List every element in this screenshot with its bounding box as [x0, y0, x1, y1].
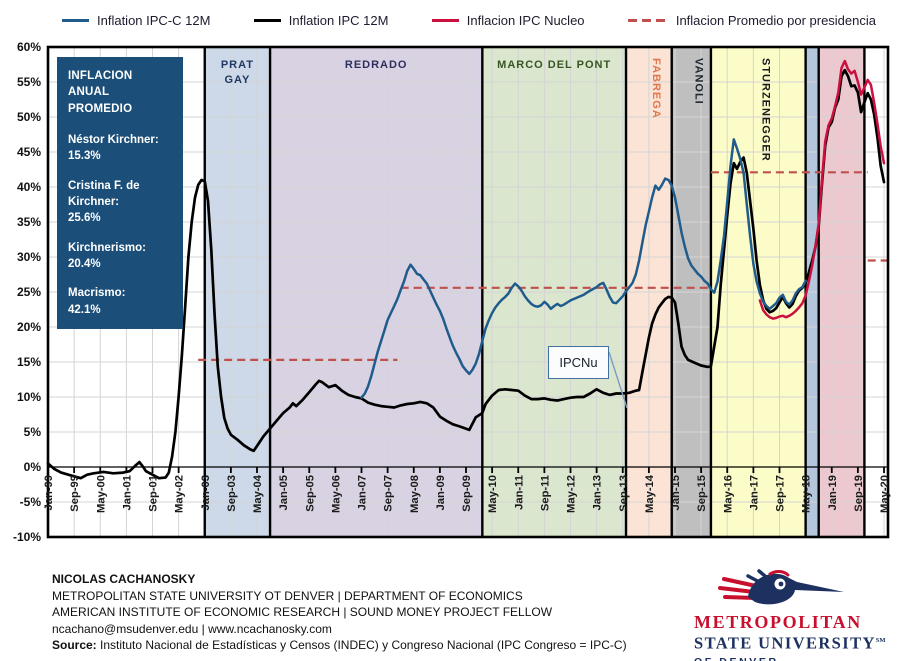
- ipcnu-callout: IPCNu: [548, 346, 609, 379]
- y-tick-label: 40%: [17, 180, 41, 194]
- x-tick-label: Jan-01: [121, 475, 133, 510]
- legend: Inflation IPC-C 12M Inflation IPC 12M In…: [0, 9, 910, 31]
- x-tick-label: May-06: [330, 475, 342, 513]
- legend-label: Inflation IPC 12M: [288, 12, 389, 28]
- x-tick-label: Sep-13: [618, 475, 630, 512]
- legend-item-nucleo: Inflacion IPC Nucleo: [431, 12, 585, 28]
- line-swatch-black: [253, 18, 281, 22]
- y-tick-label: 10%: [17, 390, 41, 404]
- series-line: [360, 138, 807, 399]
- legend-label: Inflacion Promedio por presidencia: [675, 12, 876, 28]
- dashed-line-swatch: [627, 18, 668, 22]
- x-tick-label: Sep-03: [226, 475, 238, 512]
- legend-item-ipc: Inflation IPC 12M: [253, 12, 389, 28]
- x-tick-label: Jan-07: [357, 475, 369, 510]
- y-tick-label: 60%: [17, 40, 41, 54]
- logo-line-state-university: STATE UNIVERSITYSM: [694, 633, 886, 653]
- line-swatch-red: [431, 18, 459, 22]
- y-tick-label: 5%: [24, 425, 42, 439]
- x-tick-label: Sep-05: [304, 475, 316, 512]
- band-label: REDRADO: [345, 59, 408, 71]
- x-tick-label: Sep-09: [461, 475, 473, 512]
- band-label: MARCO DEL PONT: [497, 59, 611, 71]
- band-label: FABREGA: [650, 58, 662, 119]
- x-tick-label: May-08: [409, 475, 421, 513]
- series-line: [758, 59, 886, 320]
- x-tick-label: May-14: [644, 474, 656, 513]
- x-tick-label: Jan-11: [513, 475, 525, 510]
- band-label: GAY: [224, 74, 250, 86]
- x-tick-label: Sep-01: [148, 475, 160, 512]
- legend-item-promedio: Inflacion Promedio por presidencia: [627, 12, 876, 28]
- x-tick-label: May-00: [95, 475, 107, 513]
- x-tick-label: May-18: [801, 475, 813, 513]
- line-swatch-blue: [62, 18, 89, 22]
- y-tick-label: -5%: [20, 495, 42, 509]
- band-label: PRAT: [221, 59, 254, 71]
- x-tick-label: Sep-07: [383, 475, 395, 512]
- source-line: Source: Instituto Nacional de Estadístic…: [52, 638, 627, 653]
- y-tick-label: 20%: [17, 320, 41, 334]
- inflation-chart-plot: PRAT GAY REDRADO MARCO DEL PONT FABREGA VANOL…: [13, 40, 891, 544]
- legend-label: Inflacion IPC Nucleo: [466, 12, 585, 28]
- y-tick-label: -10%: [13, 530, 41, 544]
- y-tick-label: 35%: [17, 215, 41, 229]
- x-tick-label: May-10: [487, 475, 499, 513]
- y-tick-label: 45%: [17, 145, 41, 159]
- x-tick-label: May-12: [566, 475, 578, 513]
- contact-line: ncachano@msudenver.edu | www.ncachanosky…: [52, 621, 332, 636]
- x-tick-label: Jan-15: [670, 475, 682, 510]
- msu-denver-logo: METROPOLITAN STATE UNIVERSITYSM OF DENVE…: [694, 563, 906, 661]
- x-tick-label: Jan-19: [827, 475, 839, 510]
- x-tick-label: Jan-09: [435, 475, 447, 510]
- band-label: STURZENEGGER: [759, 58, 771, 162]
- infobox-entry: Cristina F. de Kirchner: 25.6%: [68, 179, 140, 225]
- y-tick-label: 50%: [17, 110, 41, 124]
- x-tick-label: Sep-11: [539, 475, 551, 511]
- series-line: [46, 68, 886, 480]
- logo-line-of-denver: OF DENVER: [694, 656, 906, 661]
- service-mark: SM: [875, 637, 886, 644]
- x-tick-label: Sep-99: [69, 475, 81, 512]
- y-tick-label: 55%: [17, 75, 41, 89]
- x-tick-label: Jan-05: [278, 475, 290, 510]
- author-name: NICOLAS CACHANOSKY: [52, 572, 196, 586]
- x-tick-label: Sep-17: [775, 475, 787, 512]
- legend-item-ipcc: Inflation IPC-C 12M: [62, 13, 210, 28]
- infobox-title: INFLACION ANUAL PROMEDIO: [68, 70, 133, 115]
- y-tick-label: 15%: [17, 355, 41, 369]
- affiliation-line: METROPOLITAN STATE UNIVERSITY OT DENVER …: [52, 588, 523, 603]
- x-tick-label: Jan-03: [200, 475, 212, 510]
- infobox-entry: Néstor Kirchner: 15.3%: [68, 133, 159, 163]
- y-tick-label: 30%: [17, 250, 41, 264]
- x-tick-label: May-04: [252, 474, 264, 513]
- y-tick-label: 0%: [24, 460, 42, 474]
- x-tick-label: May-02: [174, 475, 186, 513]
- x-tick-label: May-20: [879, 475, 891, 513]
- infobox-entry: Kirchnerismo: 20.4%: [68, 241, 146, 270]
- x-tick-label: Jan-99: [43, 475, 55, 510]
- logo-line-metropolitan: METROPOLITAN: [694, 612, 862, 632]
- x-tick-label: Sep-19: [853, 475, 865, 512]
- average-inflation-infobox: INFLACION ANUAL PROMEDIO Néstor Kirchner…: [57, 57, 183, 329]
- band-label: VANOLI: [692, 58, 704, 105]
- x-tick-label: Jan-13: [592, 475, 604, 510]
- affiliation-line: AMERICAN INSTITUTE OF ECONOMIC RESEARCH …: [52, 605, 553, 620]
- infobox-entry: Macrismo: 42.1%: [68, 287, 126, 316]
- legend-label: Inflation IPC-C 12M: [97, 12, 211, 28]
- y-tick-label: 25%: [17, 285, 41, 299]
- x-tick-label: Sep-15: [696, 475, 708, 512]
- x-tick-label: Jan-17: [748, 475, 760, 510]
- footer-credits: NICOLAS CACHANOSKY METROPOLITAN STATE UN…: [52, 571, 627, 654]
- x-tick-label: May-16: [722, 475, 734, 513]
- roadrunner-logo-icon: [718, 569, 844, 605]
